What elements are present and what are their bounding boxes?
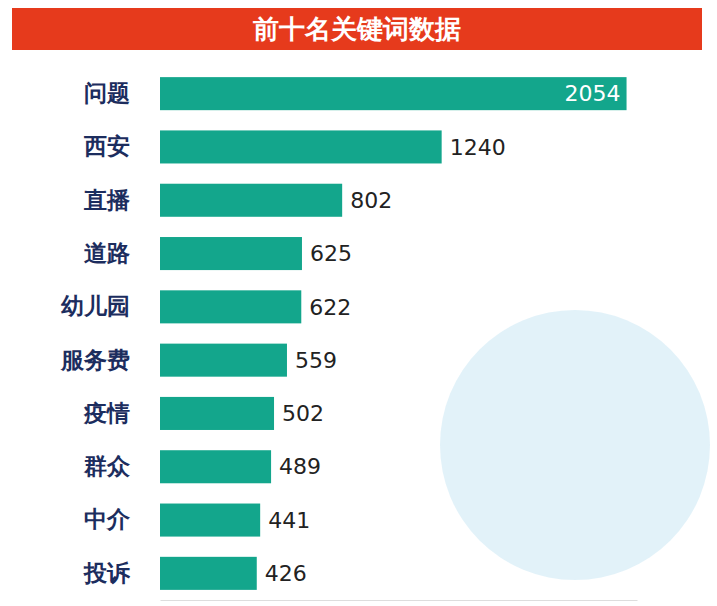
bar: [160, 397, 274, 430]
bar: [160, 290, 301, 323]
tick: 群众: [83, 453, 131, 479]
decoration: [440, 310, 710, 580]
title: 前十名关键词数据: [252, 14, 461, 44]
data-label: 625: [310, 241, 352, 266]
tick: 道路: [84, 240, 130, 266]
category-label: 问题: [84, 80, 130, 106]
tick: 投诉: [83, 560, 131, 586]
data-label: 802: [350, 188, 392, 213]
bars: [160, 77, 627, 590]
chart: 前十名关键词数据问题西安直播道路幼儿园服务费疫情群众中介投诉 2054 1240 80…: [0, 0, 717, 606]
x-axis: [161, 600, 638, 601]
data-labels: 2054 1240 802 625 622 559 502 489 441 426: [265, 81, 621, 586]
x-axis-line: [161, 600, 638, 601]
data-label: 1240: [450, 135, 506, 160]
tick: 西安: [83, 133, 130, 159]
tick: 直播: [83, 187, 130, 213]
y-axis-line: [130, 68, 131, 601]
bar: [160, 184, 342, 217]
category-label: 直播: [83, 187, 130, 213]
tick: 问题: [84, 80, 130, 106]
title-banner: [12, 8, 702, 50]
tick: 服务费: [60, 347, 130, 373]
y-axis: 问题西安直播道路幼儿园服务费疫情群众中介投诉: [60, 68, 131, 601]
data-label: 559: [295, 348, 337, 373]
category-label: 西安: [83, 133, 130, 159]
bar: [160, 237, 302, 270]
tick: 幼儿园: [61, 293, 130, 319]
tick: 疫情: [83, 400, 130, 426]
bar: [160, 77, 627, 110]
category-label: 疫情: [83, 400, 130, 426]
category-label: 投诉: [83, 560, 131, 586]
category-label: 幼儿园: [61, 293, 130, 319]
data-label: 441: [268, 508, 310, 533]
category-label: 群众: [83, 453, 131, 479]
tick: 中介: [84, 506, 131, 532]
data-label: 489: [279, 454, 321, 479]
data-label: 622: [309, 295, 351, 320]
category-label: 中介: [84, 506, 131, 532]
category-label: 道路: [84, 240, 130, 266]
bar: [160, 344, 287, 377]
bar: [160, 504, 260, 537]
data-label: 502: [282, 401, 324, 426]
bar: [160, 130, 442, 163]
bar: [160, 557, 257, 590]
data-label: 2054: [565, 81, 621, 106]
category-label: 服务费: [60, 347, 130, 373]
bar: [160, 450, 271, 483]
data-label: 426: [265, 561, 307, 586]
